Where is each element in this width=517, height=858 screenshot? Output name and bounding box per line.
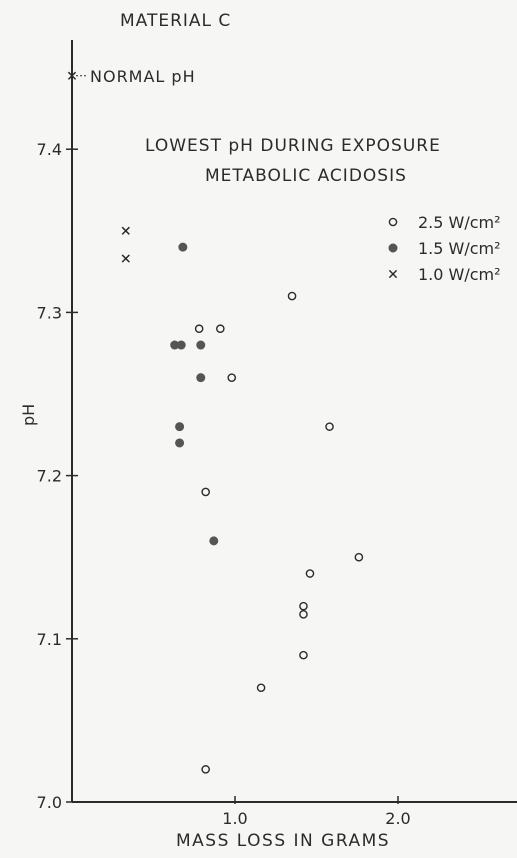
data-point — [201, 487, 210, 497]
y-tick-label: 7.1 — [37, 630, 62, 649]
data-point — [299, 601, 308, 611]
legend-label: 1.5 W/cm² — [418, 239, 501, 258]
data-point — [175, 438, 185, 448]
y-tick-label: 7.4 — [37, 140, 62, 159]
axes — [71, 40, 517, 803]
x-tick-label: 2.0 — [385, 809, 410, 828]
legend-entry: 1.5 W/cm² — [388, 239, 501, 258]
y-tick-label: 7.2 — [37, 467, 62, 486]
data-point — [178, 242, 188, 252]
data-point — [227, 373, 237, 382]
normal-ph-marker — [67, 71, 88, 80]
data-point — [299, 650, 308, 660]
series-1 — [194, 291, 364, 774]
x-axis-label: MASS LOSS IN GRAMS — [176, 831, 390, 851]
data-point — [216, 324, 225, 334]
data-point — [176, 340, 186, 350]
ticks: 7.0 7.1 7.2 7.3 7.4 1.0 2.0 — [37, 140, 411, 828]
y-tick-label: 7.0 — [37, 793, 62, 812]
data-point-stroke — [121, 254, 130, 263]
legend-label: 1.0 W/cm² — [418, 265, 501, 284]
data-point — [196, 373, 206, 383]
data-point — [325, 422, 334, 431]
legend-marker-stroke — [388, 269, 398, 279]
legend-marker — [388, 269, 398, 279]
data-point — [196, 340, 206, 350]
data-point — [287, 291, 297, 301]
annotation-normal-ph: NORMAL pH — [90, 67, 196, 86]
data-point — [299, 610, 308, 619]
legend: 2.5 W/cm² 1.5 W/cm² 1.0 W/cm² — [388, 213, 501, 284]
y-axis-label: pH — [19, 404, 38, 426]
y-tick-label: 7.3 — [37, 303, 62, 322]
x-tick-label: 1.0 — [222, 809, 247, 828]
data-point — [201, 765, 210, 774]
data-point — [354, 552, 364, 562]
series-3 — [121, 226, 130, 263]
data-point — [209, 536, 219, 546]
data-point-stroke — [121, 226, 130, 235]
data-point — [194, 324, 204, 334]
legend-entry: 2.5 W/cm² — [388, 213, 501, 232]
annotation-heading-line1: LOWEST pH DURING EXPOSURE — [145, 136, 441, 156]
data-points — [67, 71, 364, 774]
normal-ph-x-stroke — [67, 71, 77, 80]
series-2 — [170, 242, 219, 546]
data-point — [121, 226, 130, 235]
data-point — [175, 422, 185, 432]
data-point — [305, 569, 315, 578]
data-point — [121, 254, 130, 263]
normal-ph-x — [67, 71, 77, 80]
legend-label: 2.5 W/cm² — [418, 213, 501, 232]
annotation-heading-line2: METABOLIC ACIDOSIS — [205, 166, 407, 186]
legend-marker — [388, 217, 398, 227]
data-point — [256, 683, 266, 693]
chart-title: MATERIAL C — [120, 11, 231, 31]
legend-entry: 1.0 W/cm² — [388, 265, 501, 284]
legend-marker — [388, 243, 398, 253]
